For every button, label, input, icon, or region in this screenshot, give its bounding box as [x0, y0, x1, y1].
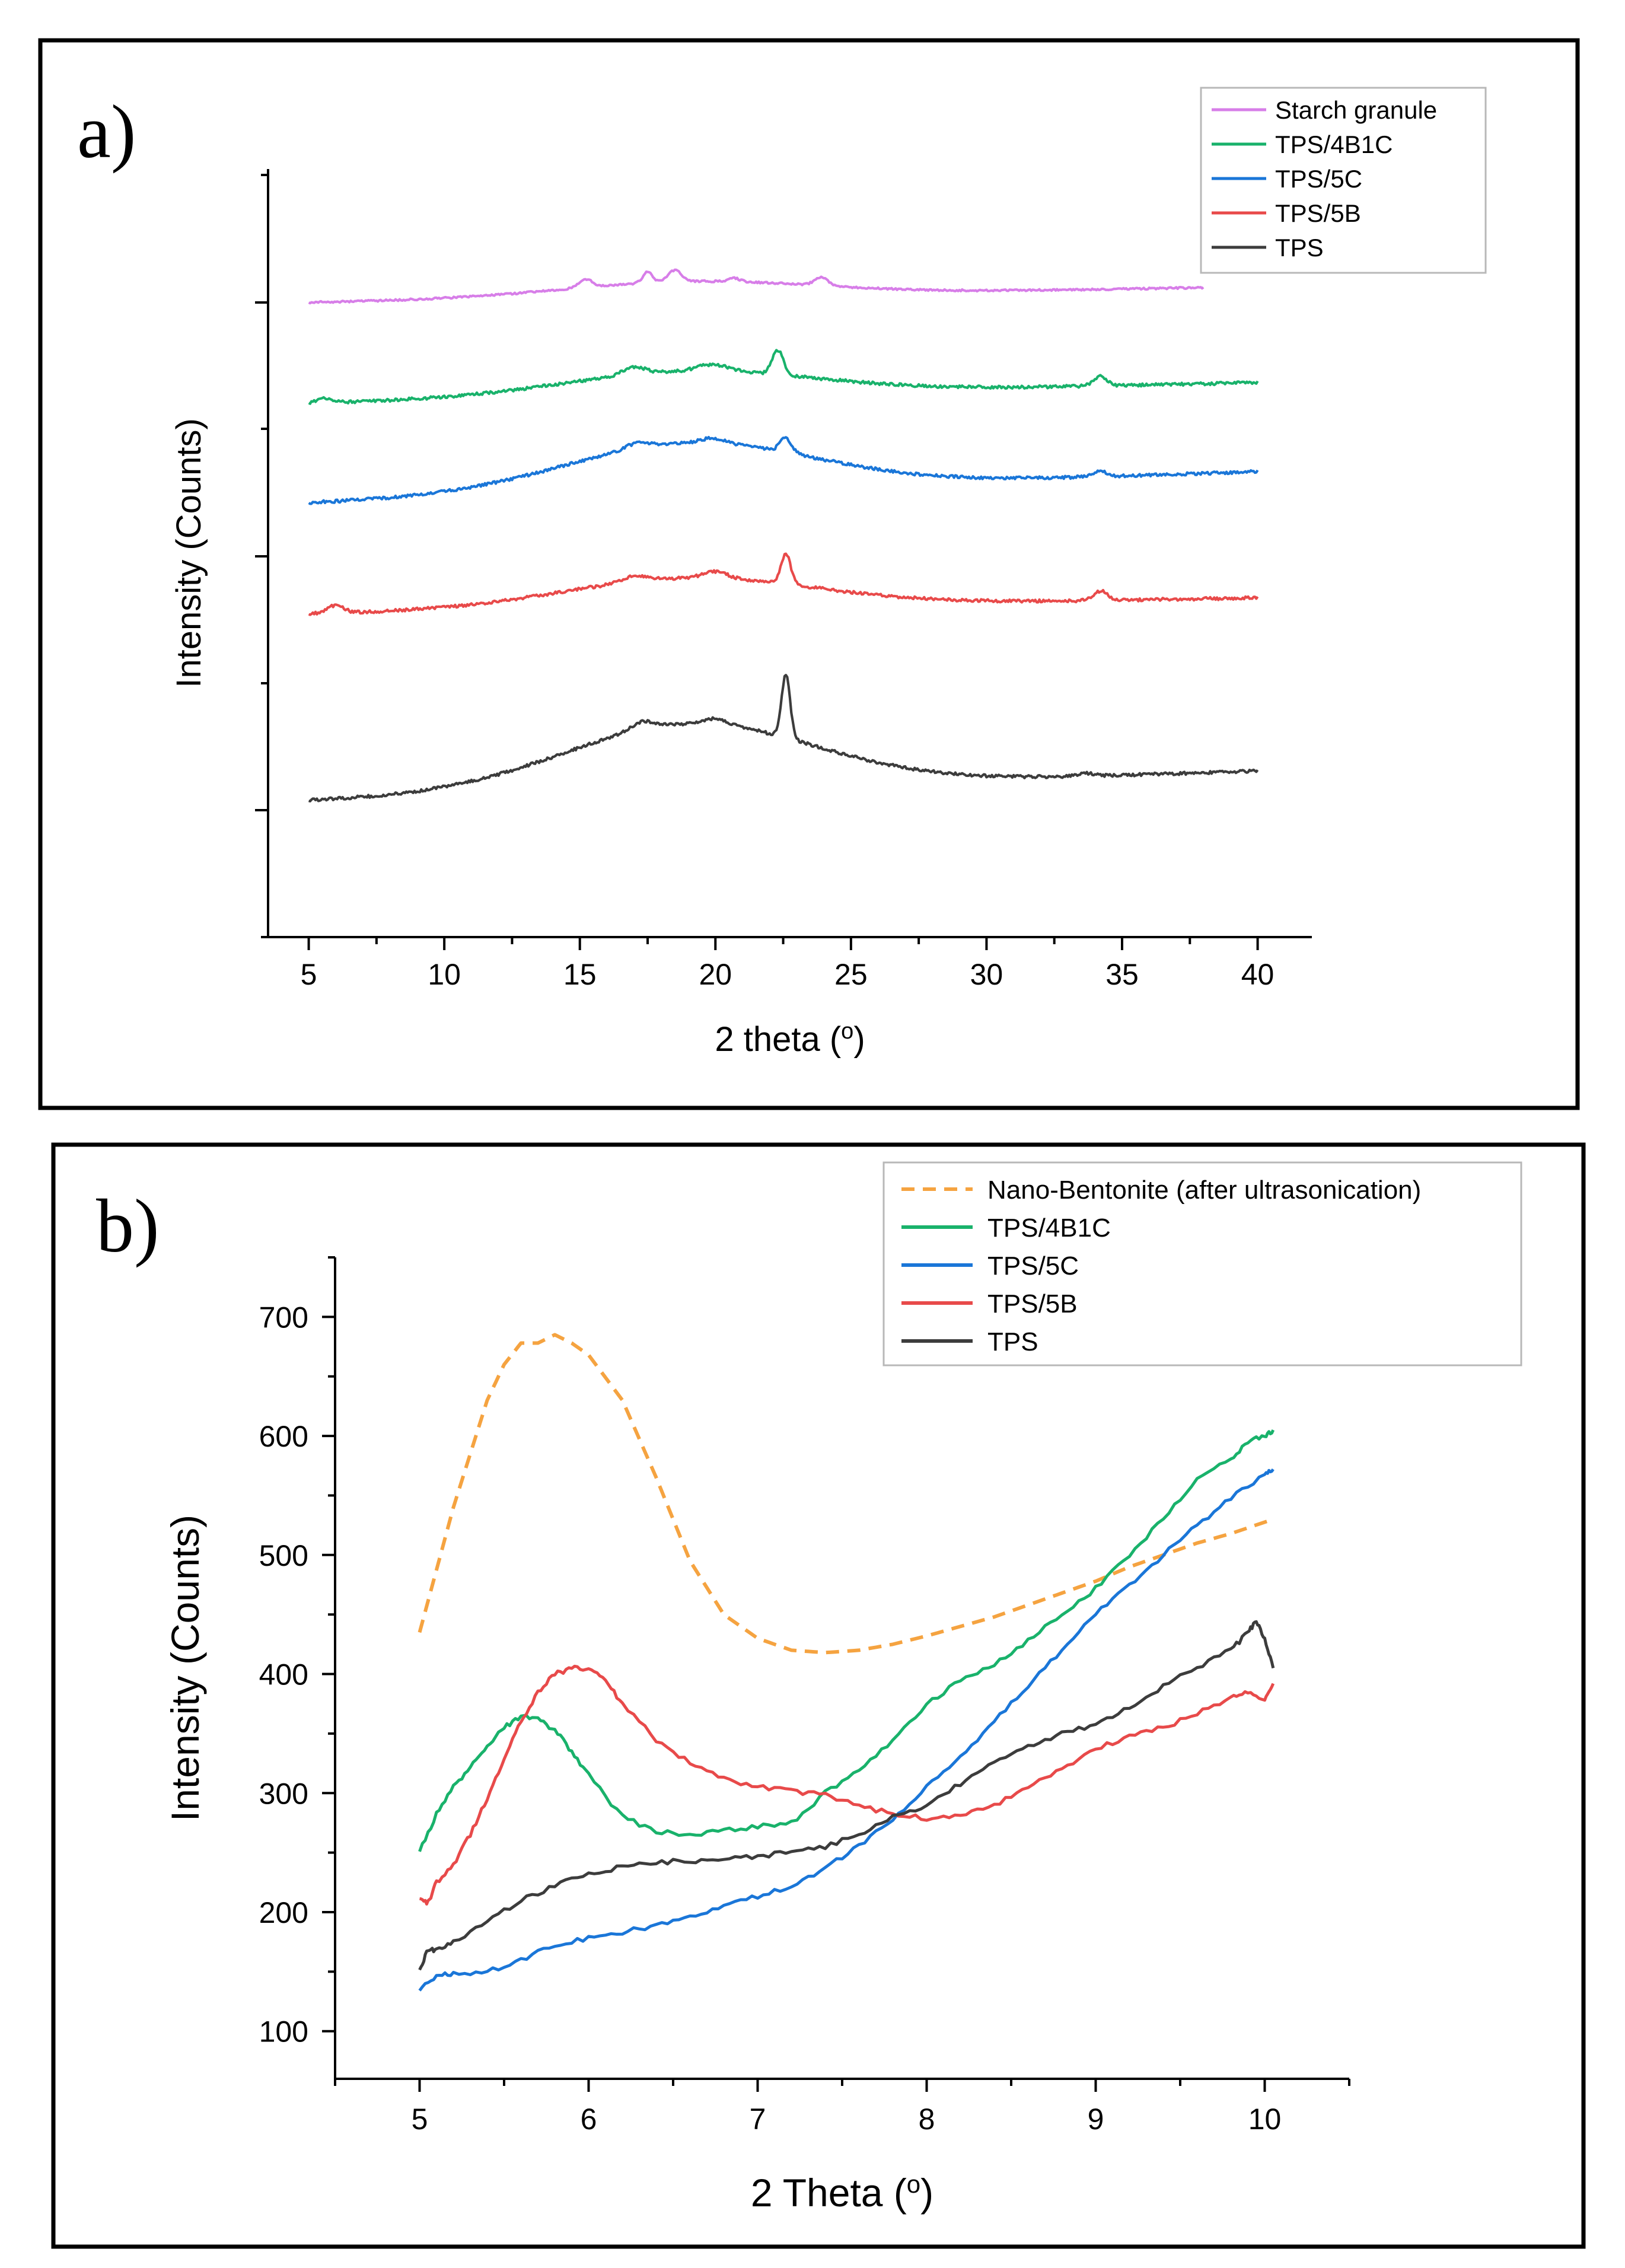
panel-b-series-tps-5b — [419, 1664, 1275, 1906]
panel-a-x-tick-label: 5 — [301, 958, 317, 991]
panel-b-x-tick-label: 10 — [1248, 2103, 1282, 2136]
panel-b-legend-box — [882, 1161, 1522, 1366]
panel-b-series-tps-5c — [418, 1468, 1274, 1992]
panel-b-y-tick-label: 200 — [259, 1896, 308, 1929]
panel-b-y-axis-title: Intensity (Counts) — [163, 1515, 207, 1821]
panel-a-legend: Starch granule TPS/4B1C TPS/5C TPS/5B TPS — [1200, 87, 1487, 274]
panel-b-x-tick-label: 5 — [412, 2103, 428, 2136]
panel-b-x-axis-title-sup: o — [907, 2170, 920, 2198]
panel-a-chart: a) 5 10 15 20 25 30 35 40 2 theta (o) Intensity (C… — [38, 38, 1580, 1110]
panel-b-frame — [51, 1142, 1586, 2249]
panel-a-x-tick-label: 30 — [970, 958, 1003, 991]
panel-b-x-axis-title: 2 Theta (o) — [751, 2170, 933, 2215]
panel-a-series-starch-granule — [308, 268, 1205, 305]
panel-b-y-tick-label: 100 — [259, 2015, 308, 2049]
panel-b-x-tick-label: 9 — [1088, 2103, 1104, 2136]
panel-a-x-tick-label: 20 — [699, 958, 732, 991]
panel-a-x-tick-label: 25 — [834, 958, 868, 991]
panel-a-series-tps-5b — [308, 552, 1259, 616]
panel-a-x-axis-title-close: ) — [853, 1020, 865, 1059]
panel-a-series-group — [308, 268, 1259, 803]
panel-b-x-tick-label: 7 — [750, 2103, 766, 2136]
panel-a-label: a) — [77, 90, 136, 174]
panel-a-series-tps-4b1c — [308, 349, 1259, 405]
panel-b-label: b) — [96, 1184, 160, 1268]
panel-a-series-tps — [308, 674, 1259, 803]
panel-b-y-tick-label: 400 — [259, 1658, 308, 1692]
panel-a-x-tick-label: 10 — [428, 958, 461, 991]
panel-b-series-nano-bentonite-after-ultrasonication — [418, 1333, 1274, 1655]
panel-a-legend-label-tps: TPS — [1275, 234, 1324, 262]
panel-a-x-tick-label: 15 — [563, 958, 597, 991]
panel-a-legend-box — [1200, 87, 1487, 274]
panel-b-y-tick-label: 600 — [259, 1420, 308, 1453]
panel-a-legend-label-starch-granule: Starch granule — [1275, 96, 1437, 124]
panel-b-x-tick-label: 8 — [919, 2103, 935, 2136]
panel-b-chart: b) 100 200 300 400 500 600 700 5 6 7 8 9 10 2 Theta (o… — [51, 1142, 1586, 2249]
panel-a-legend-label-tps-5b: TPS/5B — [1275, 199, 1361, 227]
panel-b-x-axis-title-close: ) — [920, 2171, 933, 2215]
panel-b-legend-label-tps-5c: TPS/5C — [987, 1251, 1079, 1280]
panel-a-x-axis-title-text: 2 theta ( — [715, 1020, 841, 1059]
panel-a-x-tick-label: 40 — [1241, 958, 1274, 991]
panel-a-x-axis-title-sup: o — [841, 1019, 853, 1044]
panel-b-y-tick-label: 300 — [259, 1777, 308, 1810]
panel-a-x-tick-label: 35 — [1105, 958, 1139, 991]
panel-a-series-tps-5c — [308, 435, 1259, 505]
panel-a-legend-label-tps-5c: TPS/5C — [1275, 165, 1362, 193]
panel-b-x-tick-label: 6 — [581, 2103, 597, 2136]
panel-b-y-tick-label: 700 — [259, 1301, 308, 1334]
panel-a-frame — [38, 38, 1580, 1110]
panel-b-legend-label-nano-bentonite-after-ultrasonication: Nano-Bentonite (after ultrasonication) — [987, 1176, 1421, 1205]
panel-b-x-axis-title-text: 2 Theta ( — [751, 2171, 907, 2215]
panel-b-legend-label-tps: TPS — [987, 1327, 1038, 1356]
panel-a-legend-label-tps-4b1c: TPS/4B1C — [1275, 130, 1393, 158]
panel-b-series-tps-4b1c — [418, 1429, 1275, 1852]
panel-b-y-tick-label: 500 — [259, 1539, 308, 1572]
panel-a-x-axis-title: 2 theta (o) — [715, 1019, 865, 1059]
panel-b-legend-label-tps-5b: TPS/5B — [987, 1289, 1078, 1318]
panel-a-y-axis-title: Intensity (Counts) — [170, 418, 208, 688]
panel-b-series-tps — [418, 1620, 1275, 1971]
panel-b-legend-label-tps-4b1c: TPS/4B1C — [987, 1213, 1111, 1243]
panel-b-legend: Nano-Bentonite (after ultrasonication) TP… — [882, 1161, 1522, 1366]
panel-b-series-group — [418, 1333, 1275, 1992]
